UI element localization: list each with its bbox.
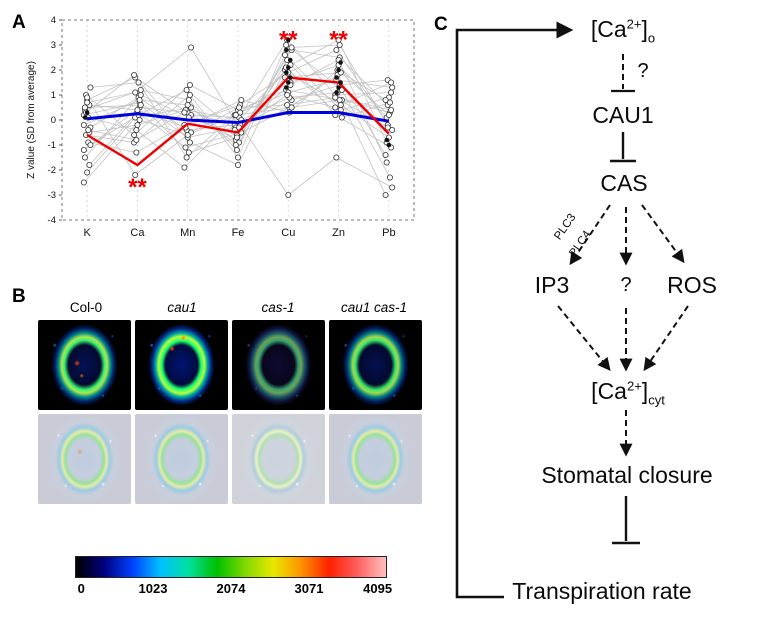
svg-text:K: K (83, 227, 91, 239)
stomata-brightfield-cau1cas1 (329, 414, 422, 504)
node-transpiration-rate: Transpiration rate (512, 578, 692, 604)
panel-a-label: A (12, 12, 26, 33)
colorbar-tick-0: 0 (77, 581, 85, 596)
stomata-fluorescence-cau1cas1 (329, 320, 422, 410)
svg-text:-2: -2 (48, 165, 56, 176)
stomata-image-grid (38, 320, 422, 504)
stomata-fluorescence-cau1 (135, 320, 228, 410)
pathway-connectors (455, 21, 689, 599)
node-ip3: IP3 (534, 272, 570, 298)
svg-text:Cu: Cu (281, 227, 295, 239)
colorbar-tick-3071: 3071 (294, 581, 324, 596)
cas-to-ros-arrow (641, 204, 685, 264)
svg-text:-3: -3 (48, 190, 56, 201)
feedback-arrow (455, 21, 574, 599)
genotype-label-col0: Col-0 (69, 300, 103, 315)
genotype-label-cas1: cas-1 (261, 300, 295, 315)
node-ca-cytosolic: [Ca2+]cyt (591, 378, 665, 408)
node-stomatal-closure: Stomatal closure (541, 462, 713, 488)
svg-text:Pb: Pb (382, 227, 395, 239)
node-ros: ROS (667, 272, 717, 298)
svg-text:Z value (SD from average): Z value (SD from average) (26, 61, 37, 179)
svg-text:3: 3 (51, 40, 56, 51)
svg-text:1: 1 (51, 90, 56, 101)
node-cau1: CAU1 (592, 102, 654, 128)
svg-text:Ca: Ca (130, 227, 145, 239)
svg-text:-4: -4 (48, 215, 56, 226)
svg-text:-1: -1 (48, 140, 56, 151)
svg-text:**: ** (128, 174, 147, 201)
ip3-to-cacyt-arrow (557, 305, 611, 372)
genotype-label-cau1cas1: cau1 cas-1 (340, 300, 408, 315)
svg-text:Fe: Fe (232, 227, 245, 239)
panel-b-label: B (12, 286, 26, 307)
svg-text:**: ** (279, 27, 298, 54)
cas-to-ip3-arrow (569, 204, 611, 266)
svg-text:Zn: Zn (332, 227, 345, 239)
colorbar (75, 556, 387, 578)
genotype-labels: Col-0 cau1 cas-1 cau1 cas-1 (38, 300, 422, 315)
svg-text:4: 4 (51, 15, 56, 26)
colorbar-tick-2074: 2074 (216, 581, 246, 596)
stomata-brightfield-cau1 (135, 414, 228, 504)
svg-text:**: ** (329, 27, 348, 54)
stomata-brightfield-col0 (38, 414, 131, 504)
node-cas: CAS (600, 170, 648, 196)
stomata-brightfield-cas1 (232, 414, 325, 504)
ros-to-cacyt-arrow (643, 305, 689, 372)
colorbar-ticks: 0 1023 2074 3071 4095 (75, 581, 392, 597)
node-ca-external: [Ca2+]o (590, 16, 656, 46)
stomata-fluorescence-cas1 (232, 320, 325, 410)
genotype-label-cau1: cau1 (167, 300, 197, 315)
svg-text:0: 0 (51, 115, 56, 126)
colorbar-tick-4095: 4095 (363, 581, 393, 596)
svg-text:Mn: Mn (180, 227, 195, 239)
panel-c-label: C (434, 14, 448, 35)
question-mark-mid: ? (620, 274, 632, 296)
svg-text:2: 2 (51, 65, 56, 76)
stomata-fluorescence-col0 (38, 320, 131, 410)
panel-a-chart: K Ca Mn Fe Cu Zn Pb 4 3 2 1 0 -1 -2 -3 -4 Z value (SD fr… (26, 15, 415, 239)
colorbar-tick-1023: 1023 (138, 581, 168, 596)
question-mark-top: ? (637, 60, 649, 82)
